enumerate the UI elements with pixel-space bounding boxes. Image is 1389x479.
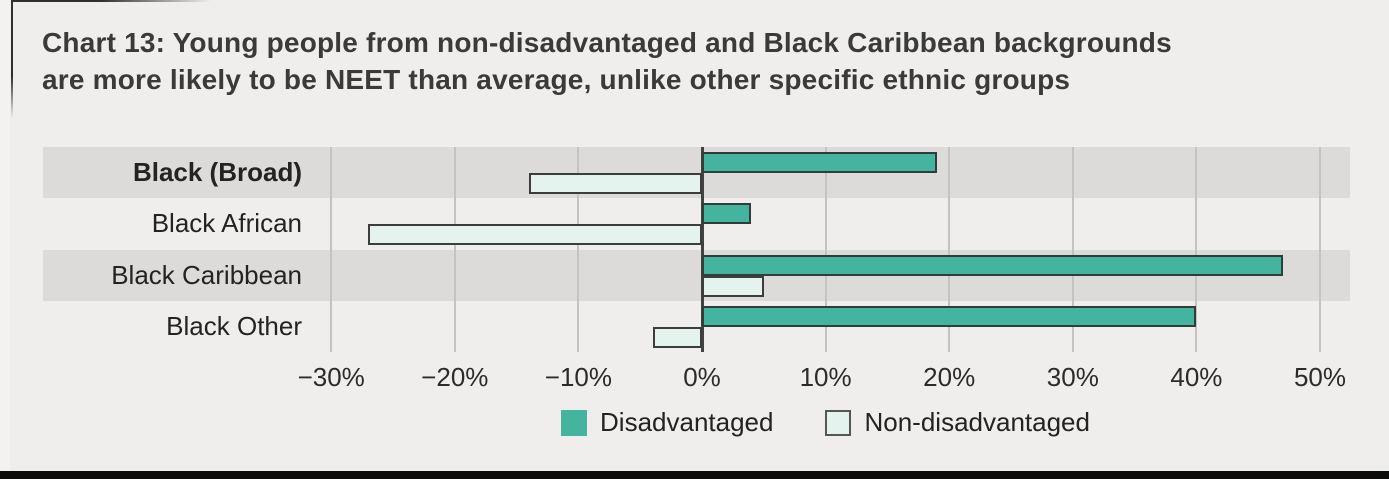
x-tick-label-10: 10% xyxy=(799,362,852,392)
x-tick-label--20: −20% xyxy=(421,362,489,392)
plot-area: Black (Broad) Black African Black Caribbea… xyxy=(43,147,1350,352)
chart-title-line1: Chart 13: Young people from non-disadvan… xyxy=(42,27,1172,58)
gridline--30 xyxy=(330,147,333,352)
left-margin-strip xyxy=(0,0,10,479)
bar-non-disadvantaged-black-broad xyxy=(528,173,702,194)
frame-corner-mark-horizontal xyxy=(11,0,211,2)
x-tick-label-40: 40% xyxy=(1170,362,1223,392)
bar-disadvantaged-black-broad xyxy=(702,152,937,173)
x-tick-label-50: 50% xyxy=(1293,362,1347,392)
bar-non-disadvantaged-black-african xyxy=(368,224,702,246)
x-tick-label-0: 0% xyxy=(683,362,721,392)
legend-swatch-disadvantaged xyxy=(561,409,588,436)
bottom-black-bar xyxy=(0,471,1389,479)
category-label-black-broad: Black (Broad) xyxy=(132,157,302,187)
bar-disadvantaged-black-african xyxy=(702,203,752,225)
chart-title-line2: are more likely to be NEET than average,… xyxy=(42,64,1071,95)
category-label-black-african: Black African xyxy=(151,208,302,239)
category-label-black-other: Black Other xyxy=(166,310,302,341)
bar-disadvantaged-black-caribbean xyxy=(702,254,1283,276)
zero-axis-line xyxy=(700,147,704,352)
chart-title: Chart 13: Young people from non-disadvan… xyxy=(42,24,1372,98)
legend-item-disadvantaged: Disadvantaged xyxy=(561,407,773,438)
x-tick-label-20: 20% xyxy=(923,362,976,392)
category-label-black-caribbean: Black Caribbean xyxy=(111,259,302,290)
x-tick-label-30: 30% xyxy=(1046,362,1099,392)
legend-label-disadvantaged: Disadvantaged xyxy=(600,407,774,437)
gridline-20 xyxy=(948,147,951,352)
legend: Disadvantaged Non-disadvantaged xyxy=(331,407,1320,438)
gridline-40 xyxy=(1195,147,1198,352)
bar-disadvantaged-black-other xyxy=(702,305,1197,327)
gridline--20 xyxy=(453,147,456,352)
gridline-50 xyxy=(1319,147,1321,352)
gridline-10 xyxy=(824,147,827,352)
gridline--10 xyxy=(577,147,580,352)
x-tick-label--30: −30% xyxy=(297,362,365,392)
gridline-30 xyxy=(1071,147,1074,352)
bar-non-disadvantaged-black-caribbean xyxy=(702,275,764,297)
bar-non-disadvantaged-black-other xyxy=(652,326,702,348)
legend-label-non-disadvantaged: Non-disadvantaged xyxy=(864,407,1090,437)
x-axis: −30% −20% −10% 0% 10% 20% 30% 40% 50% xyxy=(43,360,1350,396)
legend-swatch-non-disadvantaged xyxy=(825,409,852,436)
legend-item-non-disadvantaged: Non-disadvantaged xyxy=(825,407,1090,438)
frame-corner-mark-vertical xyxy=(11,0,13,118)
x-tick-label--10: −10% xyxy=(544,362,613,392)
